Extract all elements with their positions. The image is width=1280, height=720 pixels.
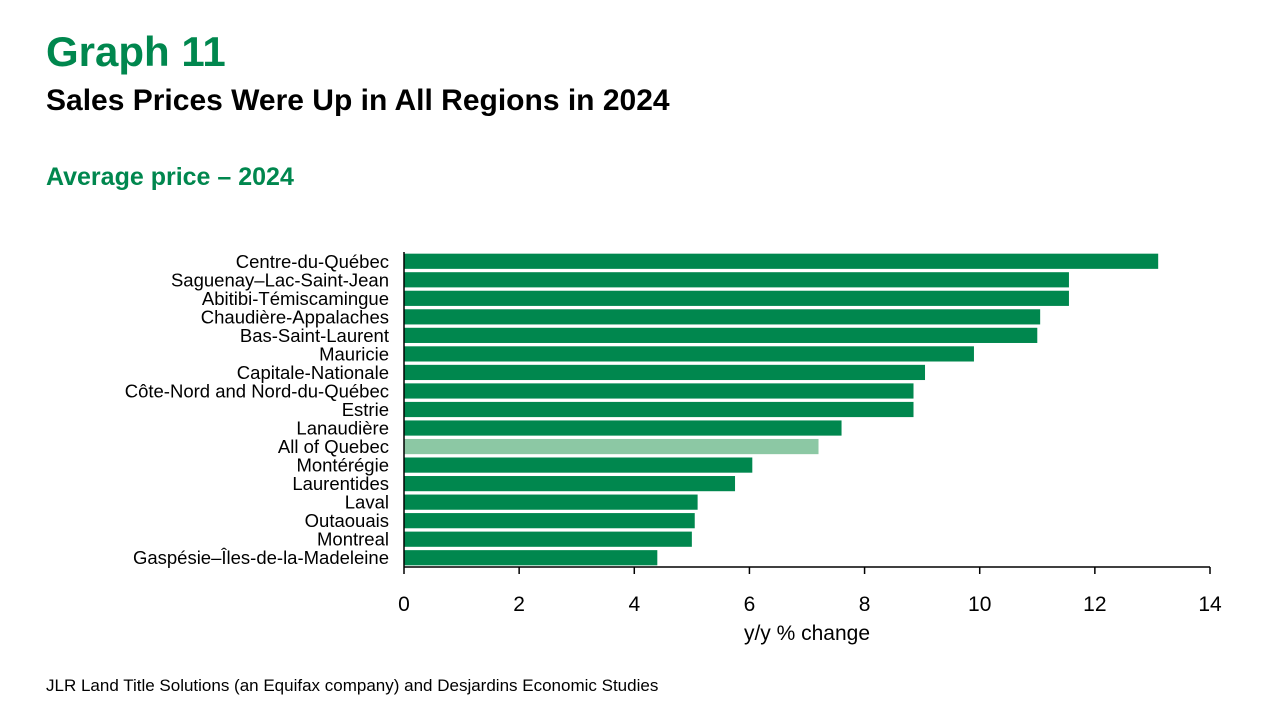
bar	[404, 550, 658, 566]
bar	[404, 290, 1069, 306]
category-label: Laurentides	[292, 473, 389, 494]
category-label: Centre-du-Québec	[236, 251, 389, 272]
bar	[404, 513, 695, 529]
category-label: Abitibi-Témiscamingue	[202, 288, 389, 309]
graph-number: Graph 11	[46, 28, 226, 75]
category-label: Montreal	[317, 529, 389, 550]
bar	[404, 476, 736, 492]
bar	[404, 327, 1038, 343]
x-tick-label: 8	[859, 593, 871, 616]
category-label: Côte-Nord and Nord-du-Québec	[125, 380, 389, 401]
bar	[404, 401, 914, 418]
bar	[404, 494, 698, 510]
x-tick-label: 14	[1198, 593, 1222, 616]
category-label: Estrie	[342, 399, 389, 420]
category-label: Chaudière-Appalaches	[201, 306, 389, 327]
x-tick-label: 4	[628, 593, 640, 616]
category-label: Bas-Saint-Laurent	[240, 325, 389, 346]
category-label: Lanaudière	[296, 418, 389, 439]
bar	[404, 364, 926, 381]
category-label: Mauricie	[319, 343, 389, 364]
x-tick-label: 2	[513, 593, 525, 616]
x-tick-label: 10	[968, 593, 991, 616]
bar	[404, 420, 842, 436]
bar	[404, 272, 1069, 288]
source-note: JLR Land Title Solutions (an Equifax com…	[46, 676, 659, 695]
category-label: Laval	[345, 492, 389, 513]
category-label: Montérégie	[296, 455, 389, 476]
chart-subtitle: Average price – 2024	[46, 163, 294, 191]
x-tick-label: 6	[744, 593, 756, 616]
bar	[404, 531, 692, 547]
bar	[404, 346, 974, 362]
category-label: Gaspésie–Îles-de-la-Madeleine	[133, 547, 389, 568]
category-label: Saguenay–Lac-Saint-Jean	[171, 269, 389, 290]
bar	[404, 253, 1159, 269]
bar	[404, 383, 914, 399]
bar	[404, 309, 1041, 325]
category-label: Capitale-Nationale	[237, 362, 389, 383]
category-label: Outaouais	[305, 510, 389, 531]
x-tick-label: 12	[1083, 593, 1106, 616]
chart-title: Sales Prices Were Up in All Regions in 2…	[46, 84, 670, 117]
x-axis-title: y/y % change	[744, 622, 870, 645]
bar	[404, 438, 819, 455]
bar	[404, 457, 753, 473]
category-label: All of Quebec	[278, 436, 389, 457]
x-tick-label: 0	[398, 593, 410, 616]
